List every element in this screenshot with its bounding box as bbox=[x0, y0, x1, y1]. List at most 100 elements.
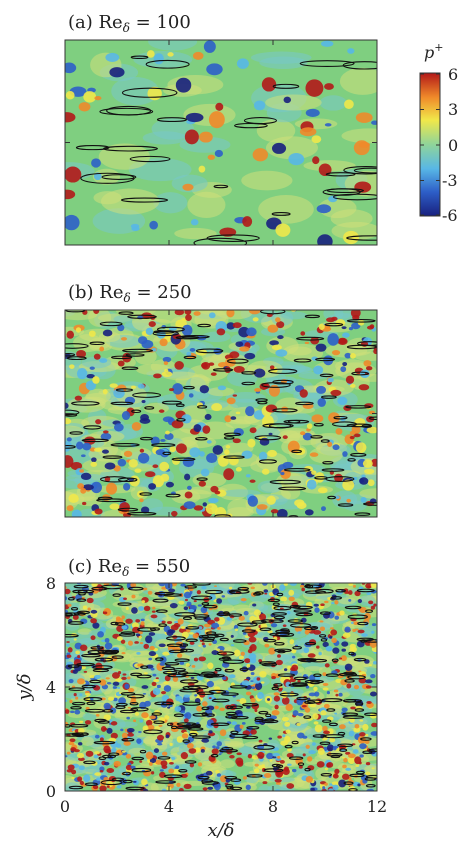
pressure-blob bbox=[104, 642, 113, 650]
pressure-blob bbox=[83, 670, 88, 673]
contour-line bbox=[284, 744, 293, 749]
pressure-blob bbox=[153, 53, 164, 65]
pressure-blob bbox=[313, 365, 324, 375]
pressure-blob bbox=[111, 747, 117, 753]
field-haze bbox=[174, 227, 217, 240]
pressure-blob bbox=[94, 95, 102, 101]
pressure-blob bbox=[354, 724, 360, 729]
pressure-blob bbox=[371, 767, 375, 770]
contour-line bbox=[130, 707, 149, 712]
pressure-blob bbox=[238, 655, 245, 660]
pressure-blob bbox=[138, 606, 145, 611]
contour-line bbox=[219, 748, 239, 753]
pressure-blob bbox=[68, 493, 79, 504]
pressure-blob bbox=[353, 621, 359, 625]
pressure-blob bbox=[256, 629, 261, 632]
contour-line bbox=[314, 588, 334, 594]
pressure-blob bbox=[317, 234, 333, 245]
pressure-blob bbox=[200, 468, 210, 477]
pressure-blob bbox=[349, 435, 355, 440]
pressure-blob bbox=[312, 713, 319, 720]
contour-line bbox=[117, 477, 138, 483]
pressure-blob bbox=[244, 658, 251, 664]
pressure-blob bbox=[93, 754, 99, 759]
field-haze bbox=[135, 363, 171, 376]
contour-line bbox=[295, 401, 314, 406]
contour-line bbox=[65, 343, 89, 349]
field-haze bbox=[111, 76, 160, 106]
pressure-blob bbox=[347, 753, 356, 759]
pressure-blob bbox=[144, 471, 156, 478]
pressure-blob bbox=[134, 711, 140, 716]
pressure-blob bbox=[279, 759, 285, 764]
pressure-blob bbox=[347, 48, 355, 54]
contour-line bbox=[70, 706, 82, 710]
field-haze bbox=[268, 777, 296, 783]
contour-line bbox=[117, 507, 139, 512]
pressure-blob bbox=[258, 739, 263, 743]
contour-line bbox=[110, 621, 119, 626]
pressure-blob bbox=[90, 461, 98, 467]
contour-line bbox=[178, 768, 188, 773]
pressure-blob bbox=[226, 513, 233, 517]
pressure-blob bbox=[351, 646, 357, 653]
contour-line bbox=[319, 634, 327, 638]
pressure-blob bbox=[189, 604, 197, 611]
pressure-blob bbox=[183, 501, 196, 509]
pressure-blob bbox=[147, 590, 153, 595]
pressure-blob bbox=[305, 79, 324, 97]
pressure-blob bbox=[224, 415, 232, 423]
pressure-blob bbox=[275, 659, 283, 666]
contour-line bbox=[201, 781, 219, 785]
pressure-blob bbox=[77, 483, 85, 490]
contour-line bbox=[70, 607, 79, 611]
pressure-blob bbox=[327, 377, 334, 383]
pressure-blob bbox=[83, 774, 91, 782]
pressure-blob bbox=[333, 689, 339, 693]
pressure-blob bbox=[141, 339, 154, 349]
contour-line bbox=[111, 777, 125, 782]
pressure-blob bbox=[250, 586, 255, 590]
contour-line bbox=[65, 612, 80, 616]
contour-line bbox=[179, 679, 199, 684]
contour-line bbox=[354, 512, 371, 516]
pressure-blob bbox=[338, 779, 347, 788]
pressure-blob bbox=[264, 592, 268, 595]
pressure-blob bbox=[262, 781, 268, 785]
pressure-blob bbox=[168, 388, 174, 392]
field-haze bbox=[280, 311, 308, 320]
pressure-blob bbox=[331, 602, 335, 605]
contour-line bbox=[65, 310, 86, 313]
pressure-blob bbox=[108, 737, 117, 742]
pressure-blob bbox=[184, 598, 189, 602]
contour-line bbox=[107, 754, 117, 759]
pressure-blob bbox=[216, 598, 223, 604]
pressure-blob bbox=[91, 457, 97, 463]
pressure-blob bbox=[103, 714, 111, 721]
contour-line bbox=[122, 771, 131, 776]
contour-line bbox=[253, 744, 275, 750]
pressure-blob bbox=[366, 592, 372, 596]
pressure-blob bbox=[214, 705, 219, 710]
pressure-blob bbox=[84, 720, 92, 725]
pressure-blob bbox=[239, 346, 250, 352]
pressure-blob bbox=[216, 328, 226, 336]
pressure-blob bbox=[193, 311, 201, 316]
contour-line bbox=[230, 705, 244, 710]
pressure-blob bbox=[147, 50, 155, 58]
pressure-blob bbox=[181, 631, 189, 639]
pressure-blob bbox=[279, 607, 284, 610]
contour-line bbox=[295, 612, 313, 617]
pressure-blob bbox=[217, 626, 221, 630]
contour-line bbox=[166, 722, 173, 727]
contour-line bbox=[76, 598, 87, 602]
pressure-blob bbox=[138, 452, 150, 464]
pressure-blob bbox=[230, 634, 234, 638]
pressure-blob bbox=[128, 458, 138, 468]
pressure-blob bbox=[174, 361, 184, 370]
pressure-blob bbox=[70, 710, 75, 714]
pressure-blob bbox=[307, 653, 316, 658]
pressure-blob bbox=[348, 590, 353, 595]
contour-line bbox=[271, 211, 291, 216]
pressure-blob bbox=[85, 750, 94, 757]
